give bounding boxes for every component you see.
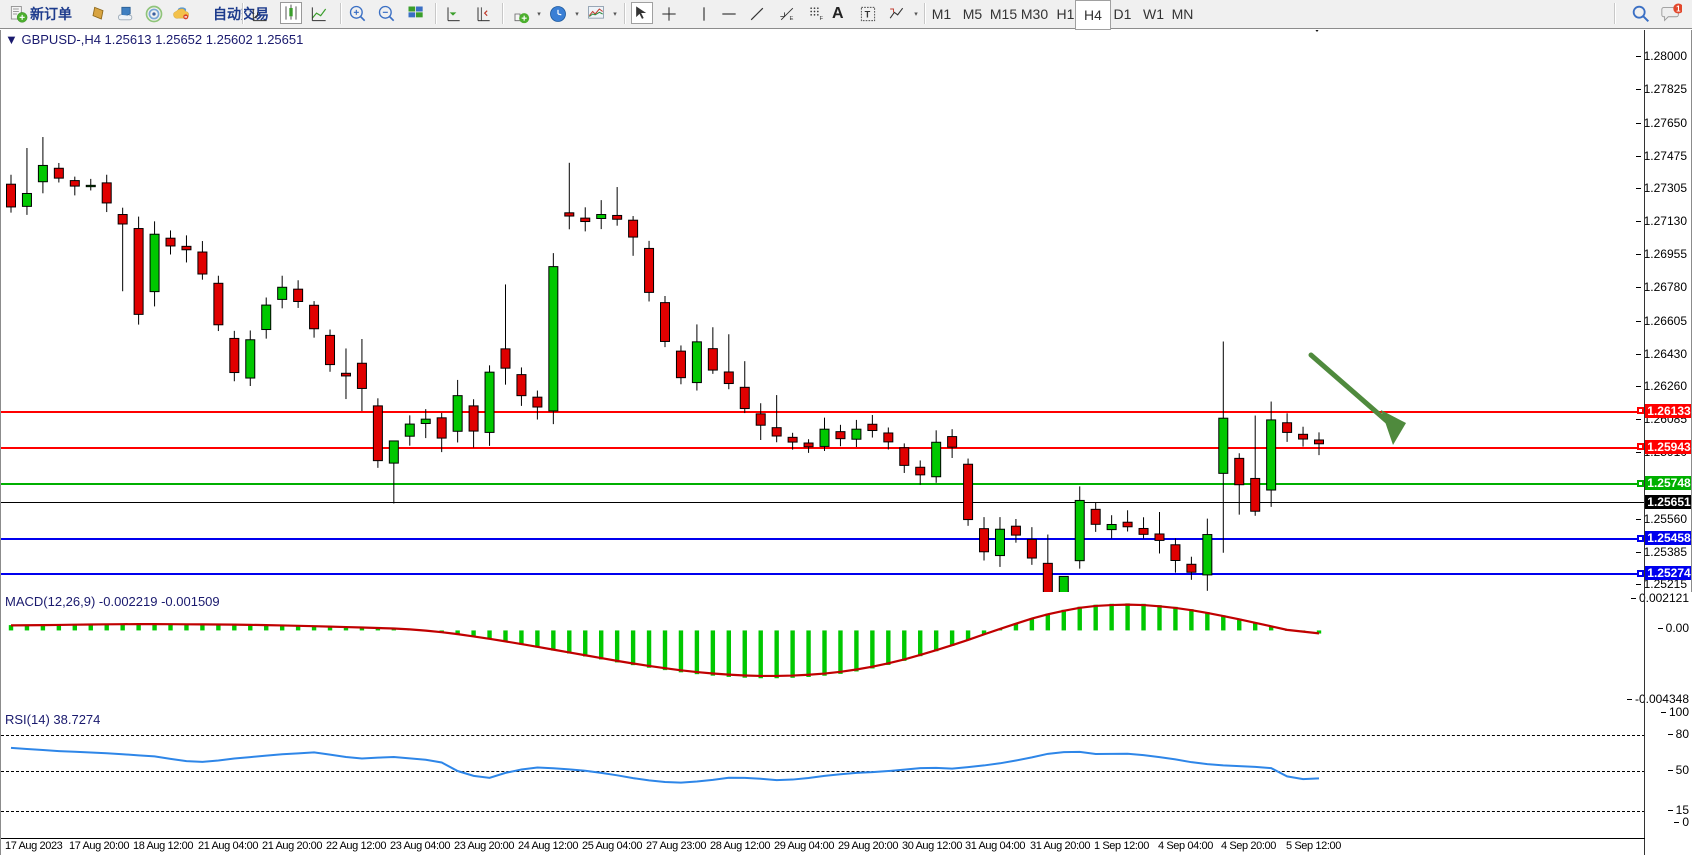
svg-text:1: 1	[1676, 5, 1681, 14]
svg-text:F: F	[820, 16, 824, 22]
svg-text:E: E	[790, 16, 794, 22]
svg-text:T: T	[865, 9, 871, 19]
